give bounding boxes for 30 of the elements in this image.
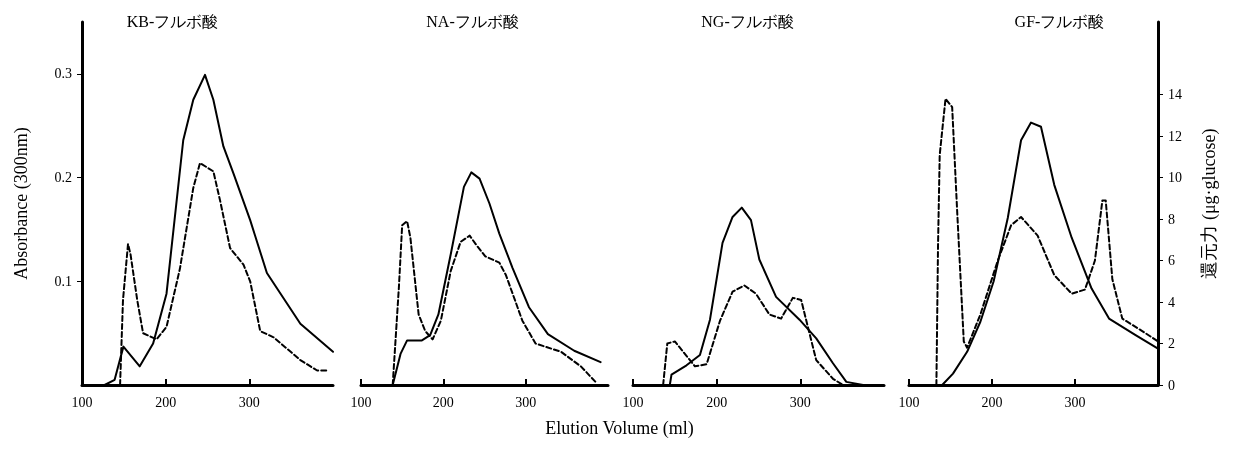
chart-title: GF-フルボ酸 [1014, 12, 1105, 30]
x-tick-label: 100 [71, 394, 93, 410]
y-axis-title: Absorbance (300nm) [11, 127, 32, 280]
chart-title: KB-フルボ酸 [126, 12, 219, 30]
x-tick-label: 300 [238, 394, 260, 410]
y2-tick-label: 10 [1168, 170, 1182, 186]
x-tick-label: 300 [789, 394, 811, 410]
x-tick-label: 300 [515, 394, 537, 410]
y2-axis-title: 還元力 (μg·glucose) [1199, 128, 1220, 279]
x-tick-label: 200 [706, 394, 728, 410]
y2-tick-label: 8 [1168, 211, 1175, 227]
x-tick-label: 200 [432, 394, 454, 410]
y-tick-label: 0.3 [54, 66, 72, 82]
x-tick-label: 300 [1064, 394, 1086, 410]
chart-title: NA-フルボ酸 [426, 12, 519, 30]
y2-tick-label: 6 [1168, 253, 1175, 269]
x-tick-label: 100 [622, 394, 644, 410]
x-tick-label: 200 [981, 394, 1003, 410]
y-tick-label: 0.1 [54, 273, 72, 289]
y2-tick-label: 2 [1168, 336, 1175, 352]
y2-tick-label: 0 [1168, 377, 1175, 393]
y2-tick-label: 14 [1168, 87, 1182, 103]
x-tick-label: 100 [350, 394, 372, 410]
y-tick-label: 0.2 [54, 170, 72, 186]
x-axis-title: Elution Volume (ml) [544, 418, 695, 439]
x-tick-label: 200 [155, 394, 177, 410]
chart-title: NG-フルボ酸 [701, 12, 794, 30]
y2-tick-label: 12 [1168, 128, 1182, 144]
y2-tick-label: 4 [1168, 294, 1175, 310]
x-tick-label: 100 [898, 394, 920, 410]
